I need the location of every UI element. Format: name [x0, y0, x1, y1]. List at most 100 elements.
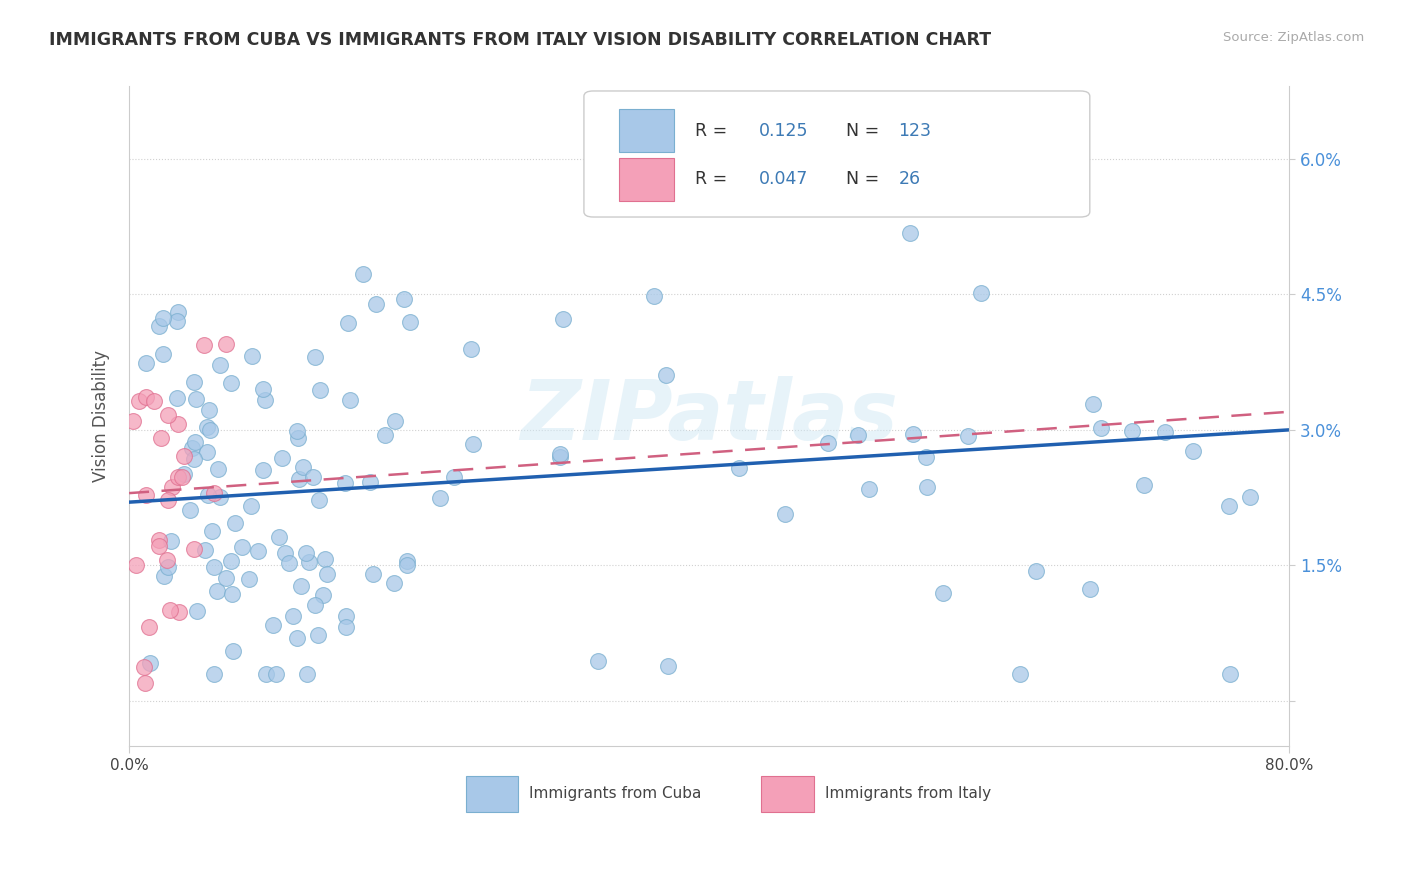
Point	[274, 546, 297, 560]
Point	[295, 667, 318, 681]
Point	[1154, 425, 1177, 440]
Point	[157, 559, 180, 574]
Point	[396, 558, 419, 572]
Point	[285, 631, 308, 645]
Point	[167, 470, 190, 484]
Point	[194, 543, 217, 558]
Point	[202, 560, 225, 574]
Point	[180, 441, 202, 455]
Point	[166, 314, 188, 328]
Point	[224, 516, 246, 530]
Point	[333, 475, 356, 490]
Point	[169, 605, 191, 619]
Point	[363, 566, 385, 581]
Point	[901, 426, 924, 441]
Point	[253, 392, 276, 407]
Point	[956, 429, 979, 443]
Point	[304, 350, 326, 364]
Point	[183, 452, 205, 467]
Point	[460, 343, 482, 357]
Point	[201, 524, 224, 538]
Point	[308, 493, 330, 508]
Point	[1025, 565, 1047, 579]
Y-axis label: Vision Disability: Vision Disability	[93, 351, 110, 483]
Point	[384, 414, 406, 428]
FancyBboxPatch shape	[762, 775, 814, 812]
Point	[132, 659, 155, 673]
Point	[915, 450, 938, 464]
Point	[374, 428, 396, 442]
Text: R =: R =	[696, 122, 727, 140]
Point	[252, 463, 274, 477]
Text: ZIPatlas: ZIPatlas	[520, 376, 898, 457]
Point	[166, 304, 188, 318]
Point	[359, 475, 381, 489]
Point	[1239, 491, 1261, 505]
Text: 0.047: 0.047	[759, 170, 808, 188]
Point	[264, 667, 287, 681]
Point	[202, 667, 225, 681]
Point	[184, 435, 207, 450]
Point	[316, 566, 339, 581]
Point	[215, 337, 238, 351]
Point	[550, 450, 572, 465]
Point	[292, 460, 315, 475]
Point	[295, 546, 318, 560]
Point	[399, 315, 422, 329]
Point	[142, 393, 165, 408]
Point	[932, 585, 955, 599]
Text: Source: ZipAtlas.com: Source: ZipAtlas.com	[1223, 31, 1364, 45]
Point	[138, 619, 160, 633]
Point	[643, 289, 665, 303]
Point	[128, 393, 150, 408]
Point	[728, 461, 751, 475]
FancyBboxPatch shape	[583, 91, 1090, 217]
Point	[195, 445, 218, 459]
Point	[277, 556, 299, 570]
Point	[339, 393, 361, 408]
Point	[125, 558, 148, 573]
Point	[135, 356, 157, 370]
Point	[254, 666, 277, 681]
Point	[219, 554, 242, 568]
Text: 26: 26	[898, 170, 921, 188]
Point	[1121, 425, 1143, 439]
Point	[197, 488, 219, 502]
Point	[173, 467, 195, 482]
Point	[221, 587, 243, 601]
Point	[134, 676, 156, 690]
Point	[395, 554, 418, 568]
Point	[198, 423, 221, 437]
Point	[247, 544, 270, 558]
Point	[167, 417, 190, 431]
Point	[915, 481, 938, 495]
Point	[1083, 397, 1105, 411]
Point	[231, 541, 253, 555]
Point	[898, 226, 921, 240]
Point	[152, 347, 174, 361]
Point	[429, 491, 451, 506]
Point	[287, 472, 309, 486]
Point	[970, 286, 993, 301]
FancyBboxPatch shape	[619, 158, 675, 201]
Point	[139, 656, 162, 670]
Point	[152, 311, 174, 326]
Point	[170, 470, 193, 484]
Point	[297, 555, 319, 569]
Point	[553, 312, 575, 326]
Point	[198, 402, 221, 417]
Point	[287, 431, 309, 445]
Point	[773, 508, 796, 522]
Point	[267, 530, 290, 544]
Point	[1078, 582, 1101, 596]
Point	[148, 318, 170, 333]
Point	[817, 436, 839, 450]
Point	[222, 644, 245, 658]
Point	[252, 382, 274, 396]
Point	[655, 368, 678, 382]
Point	[135, 390, 157, 404]
Point	[1219, 667, 1241, 681]
Point	[270, 451, 292, 466]
Point	[1182, 444, 1205, 458]
Point	[186, 604, 208, 618]
